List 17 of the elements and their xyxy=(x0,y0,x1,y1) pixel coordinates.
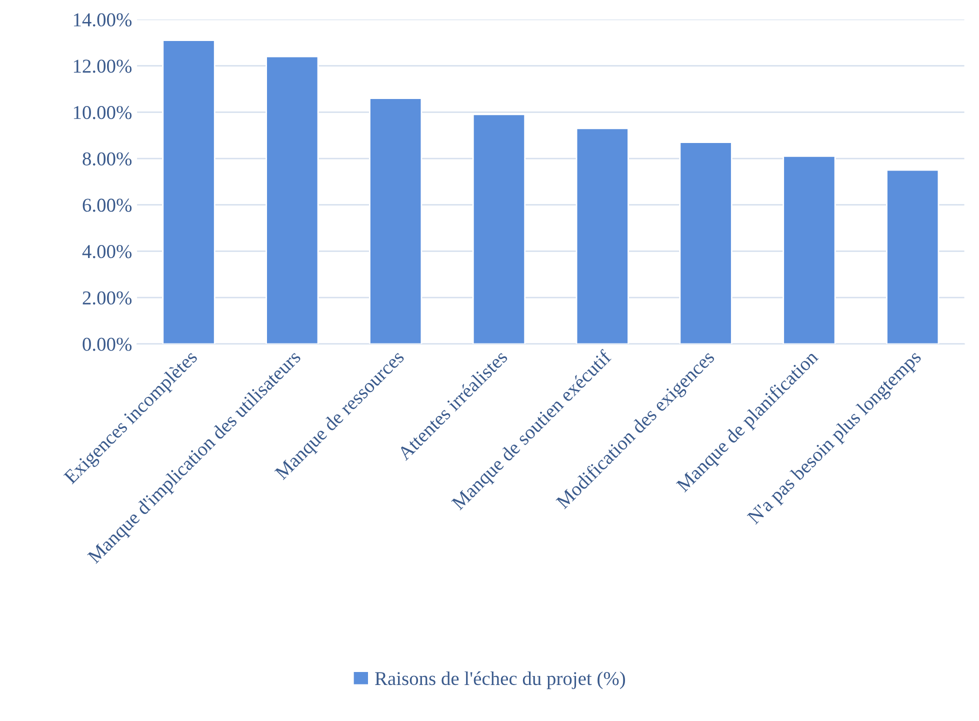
legend-label: Raisons de l'échec du projet (%) xyxy=(375,671,626,690)
y-tick-label: 4.00% xyxy=(82,245,132,258)
bar xyxy=(266,56,319,344)
y-tick-label: 6.00% xyxy=(82,198,132,212)
y-tick-label: 10.00% xyxy=(74,106,132,120)
bar xyxy=(576,128,629,344)
bar xyxy=(679,142,732,344)
bar xyxy=(782,156,836,344)
y-tick-label: 14.00% xyxy=(74,13,132,26)
bar xyxy=(472,114,526,344)
y-tick-label: 2.00% xyxy=(82,291,132,305)
y-tick-label: 0.00% xyxy=(82,338,132,351)
y-tick-label: 8.00% xyxy=(82,152,132,166)
y-tick-label: 12.00% xyxy=(74,60,132,73)
bar xyxy=(369,98,422,344)
bar xyxy=(886,169,940,344)
bar xyxy=(162,40,216,344)
